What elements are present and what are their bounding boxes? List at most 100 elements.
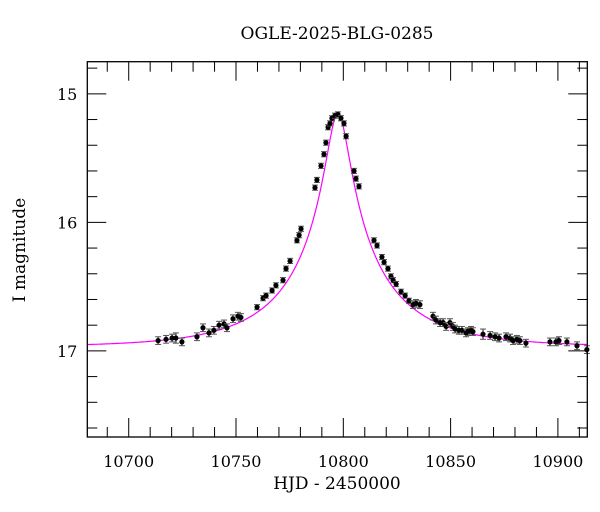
data-point (352, 175, 359, 182)
chart-title: OGLE-2025-BLG-0285 (240, 24, 434, 44)
data-point (555, 336, 562, 345)
point-marker (371, 237, 377, 243)
model-curve-group (87, 112, 588, 346)
data-point (205, 328, 212, 338)
point-marker (492, 334, 498, 340)
data-point (516, 336, 523, 345)
point-marker (440, 320, 446, 326)
data-point (178, 337, 185, 347)
point-marker (221, 321, 227, 327)
point-marker (173, 335, 179, 341)
point-marker (381, 259, 387, 265)
data-point (311, 184, 318, 191)
data-point (343, 133, 350, 140)
data-point (480, 328, 487, 340)
point-marker (155, 338, 161, 344)
data-point (293, 237, 300, 244)
data-point (223, 323, 230, 333)
point-marker (356, 183, 362, 189)
point-marker (406, 298, 412, 304)
data-point (328, 115, 335, 122)
data-point (496, 333, 503, 343)
point-marker (338, 115, 344, 121)
model-curve (87, 112, 588, 346)
data-point (355, 183, 362, 190)
point-marker (230, 316, 236, 322)
point-marker (216, 322, 222, 328)
point-marker (351, 168, 357, 174)
point-marker (353, 176, 359, 182)
point-marker (443, 323, 449, 330)
data-point (193, 332, 200, 342)
point-marker (254, 304, 260, 310)
point-marker (503, 334, 509, 340)
data-point (351, 167, 358, 175)
point-marker (574, 343, 580, 349)
y-tick-label: 17 (57, 342, 77, 361)
data-point (384, 265, 391, 272)
data-point (172, 332, 179, 344)
data-point (373, 242, 380, 249)
data-point (502, 332, 509, 342)
point-marker (314, 177, 320, 183)
point-marker (273, 282, 279, 288)
x-axis-label: HJD - 2450000 (273, 474, 401, 494)
point-marker (517, 338, 523, 344)
point-marker (327, 120, 333, 126)
point-marker (523, 340, 529, 346)
point-marker (163, 336, 169, 342)
point-marker (447, 320, 453, 326)
data-points (155, 111, 590, 354)
point-marker (298, 226, 304, 232)
data-point (469, 327, 476, 336)
data-point (272, 282, 279, 289)
data-point (322, 139, 329, 146)
point-marker (321, 151, 327, 157)
point-marker (194, 334, 200, 340)
data-point (210, 325, 217, 335)
data-point (370, 237, 377, 244)
data-point (443, 322, 450, 331)
point-marker (398, 289, 404, 295)
data-point (313, 176, 320, 184)
point-marker (224, 325, 230, 331)
point-marker (283, 266, 289, 272)
data-point (573, 341, 580, 351)
point-marker (430, 313, 436, 319)
plot-frame (86, 61, 588, 438)
data-point (269, 287, 276, 294)
data-point (296, 232, 303, 239)
data-point (237, 313, 244, 322)
point-marker (547, 339, 553, 345)
x-tick-label: 10750 (211, 452, 262, 471)
data-point (320, 151, 327, 158)
data-point (522, 338, 529, 348)
point-marker (200, 325, 206, 331)
data-point (378, 253, 385, 261)
data-point (393, 280, 400, 288)
point-marker (312, 185, 318, 191)
x-tick-label: 10800 (318, 452, 369, 471)
data-point (510, 336, 517, 345)
data-point (440, 318, 447, 327)
point-marker (318, 163, 324, 169)
x-tick-label: 10900 (532, 452, 583, 471)
data-point (381, 259, 388, 266)
data-point (283, 265, 290, 272)
point-marker (470, 329, 476, 335)
point-marker (206, 330, 212, 336)
point-marker (564, 339, 570, 345)
point-marker (393, 281, 399, 287)
point-marker (263, 293, 269, 299)
point-marker (379, 254, 385, 260)
point-marker (323, 140, 329, 146)
point-marker (169, 335, 175, 341)
data-point (487, 331, 494, 340)
point-marker (496, 335, 502, 341)
point-marker (480, 331, 486, 337)
point-marker (374, 242, 380, 249)
point-marker (238, 314, 244, 321)
data-point (317, 162, 324, 169)
data-point (234, 311, 241, 321)
data-point (458, 325, 465, 335)
